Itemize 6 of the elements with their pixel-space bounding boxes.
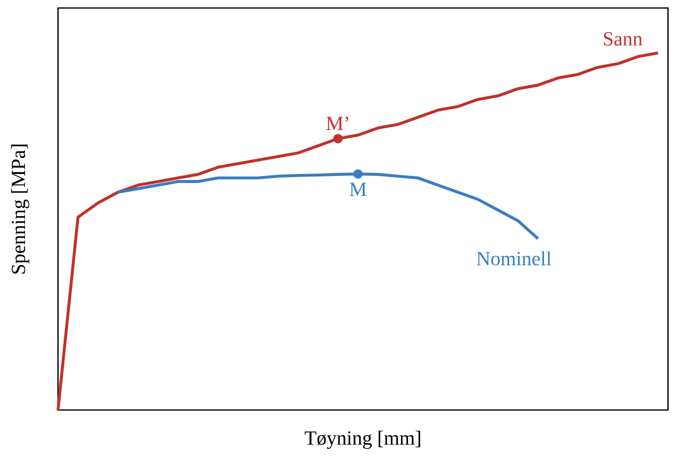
x-axis-title: Tøyning [mm]	[304, 430, 420, 449]
annotation: M	[350, 182, 366, 196]
annotation: M’	[326, 116, 348, 130]
series-label: Sann	[604, 32, 642, 46]
series-label: Nominell	[476, 251, 552, 266]
y-axis-title: Spenning [MPa]	[11, 144, 30, 274]
